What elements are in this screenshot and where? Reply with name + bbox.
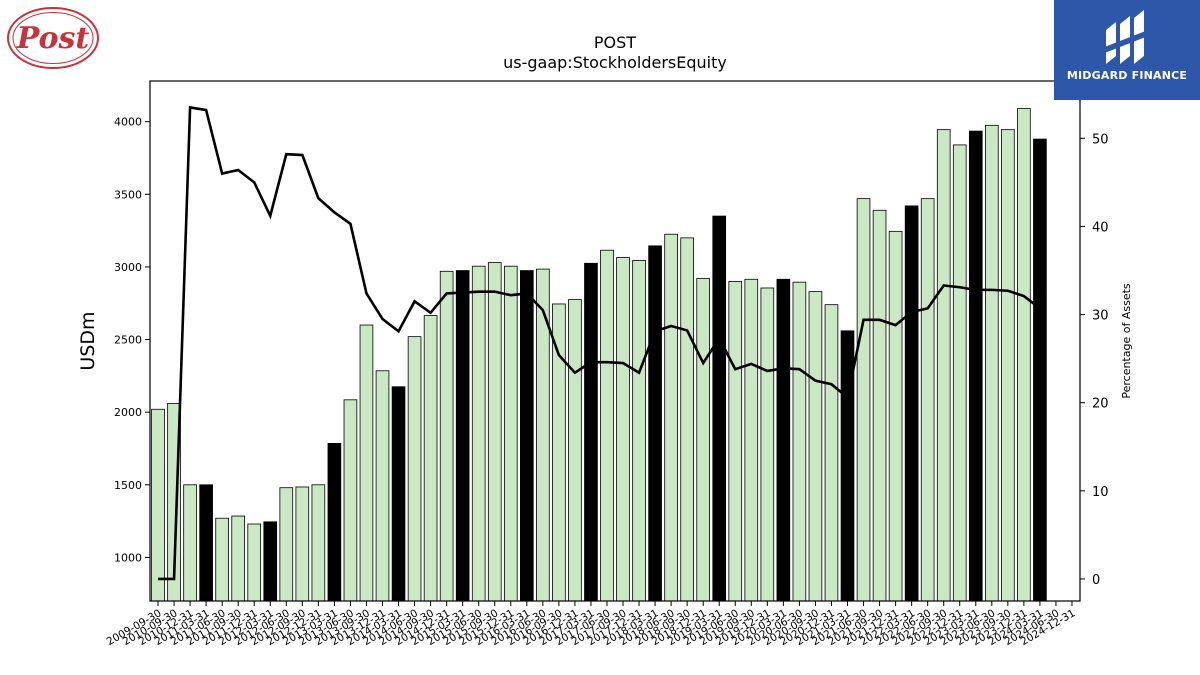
- bar: [455, 270, 470, 602]
- percentage-of-assets-line: [158, 105, 1041, 581]
- y-tick-label: 3000: [114, 261, 142, 274]
- y-tick-label: 2500: [114, 334, 142, 347]
- y-tick-label: 2000: [114, 406, 142, 419]
- bar: [327, 443, 342, 602]
- y-axis-label: USDm: [77, 311, 99, 370]
- bar: [1033, 138, 1047, 602]
- y-right-tick-label: 30: [1092, 309, 1109, 324]
- bar: [600, 249, 614, 602]
- bar: [423, 315, 438, 602]
- bar: [407, 336, 422, 602]
- bar: [936, 129, 951, 602]
- midgard-finance-logo: MIDGARD FINANCE: [1054, 0, 1200, 100]
- bar: [359, 324, 374, 602]
- bar: [568, 299, 582, 602]
- bar: [519, 270, 534, 602]
- bar: [503, 265, 518, 602]
- bar: [984, 124, 999, 602]
- bar: [1017, 108, 1031, 602]
- bar: [183, 484, 197, 602]
- bar: [728, 281, 743, 602]
- y-right-tick-label: 40: [1092, 220, 1109, 235]
- bar: [696, 278, 711, 602]
- post-logo: Post: [7, 7, 99, 69]
- bar: [632, 259, 646, 602]
- y-tick-label: 1500: [114, 479, 142, 492]
- bar: [712, 215, 727, 602]
- y-tick-label: 1000: [114, 551, 142, 564]
- bar: [792, 281, 807, 602]
- bar: [311, 484, 326, 602]
- bar: [552, 303, 566, 602]
- bar: [776, 278, 791, 602]
- bar: [1001, 129, 1015, 602]
- chart-subtitle: us-gaap:StockholdersEquity: [503, 53, 727, 72]
- y-right-tick-label: 0: [1092, 573, 1100, 588]
- bar: [295, 486, 310, 602]
- bar: [760, 287, 775, 602]
- bar: [872, 209, 887, 602]
- svg-text:Post: Post: [16, 21, 90, 56]
- bar: [648, 245, 662, 602]
- bar: [680, 237, 694, 602]
- bar: [808, 291, 823, 602]
- y-right-axis-label: Percentage of Assets: [1120, 283, 1133, 399]
- bar: [856, 198, 871, 602]
- y-right-tick-label: 50: [1092, 132, 1109, 147]
- bar: [471, 265, 486, 602]
- y-tick-label: 4000: [114, 116, 142, 129]
- midgard-m-icon: [1102, 10, 1148, 64]
- bar: [199, 484, 213, 602]
- bar: [375, 370, 390, 602]
- bar: [664, 233, 678, 602]
- y-right-tick-label: 20: [1092, 397, 1109, 412]
- bar: [952, 144, 967, 602]
- bar: [920, 198, 935, 602]
- bar: [215, 517, 229, 602]
- midgard-finance-wordmark: MIDGARD FINANCE: [1066, 69, 1188, 82]
- bar: [744, 278, 759, 602]
- bar: [343, 399, 358, 602]
- bar: [824, 304, 839, 602]
- bar: [151, 408, 165, 602]
- bar: [584, 262, 598, 602]
- bar: [616, 257, 630, 602]
- bar: [263, 521, 278, 602]
- y-right-tick-label: 10: [1092, 485, 1109, 500]
- bar: [279, 487, 294, 602]
- bar: [487, 262, 502, 602]
- bar: [439, 270, 454, 602]
- bar: [888, 230, 903, 602]
- bar: [247, 523, 262, 602]
- plot-frame: [149, 80, 1081, 602]
- bar: [391, 386, 406, 602]
- bar: [231, 515, 246, 602]
- bar: [968, 130, 983, 602]
- bar: [904, 205, 919, 602]
- y-tick-label: 3500: [114, 188, 142, 201]
- chart-title: POST: [594, 33, 636, 52]
